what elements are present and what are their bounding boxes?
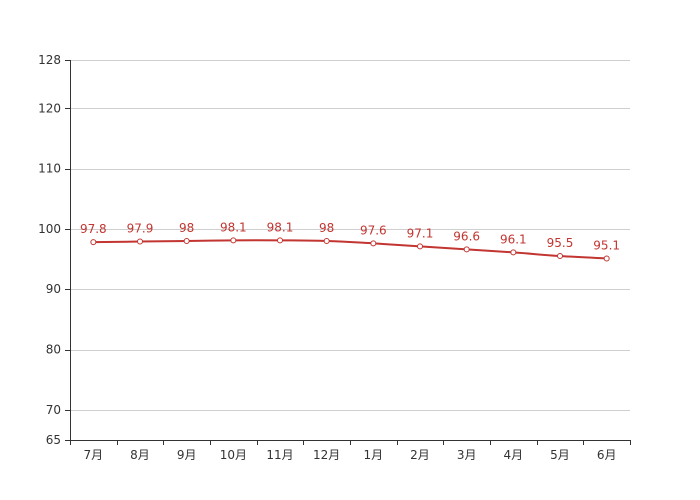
data-label: 98.1 bbox=[267, 220, 294, 234]
gridlines bbox=[70, 60, 630, 411]
data-point[interactable] bbox=[557, 253, 563, 260]
x-tick-label: 9月 bbox=[177, 448, 197, 462]
y-tick-label: 65 bbox=[46, 433, 61, 447]
series-line bbox=[92, 239, 608, 260]
y-tick-label: 110 bbox=[38, 162, 61, 176]
y-tick-label: 100 bbox=[38, 222, 61, 236]
x-tick-label: 8月 bbox=[130, 448, 150, 462]
data-point[interactable] bbox=[603, 255, 610, 262]
data-point[interactable] bbox=[463, 246, 470, 253]
y-axis-ticks: 65 70 80 90 100 110 120 128 bbox=[38, 53, 70, 447]
data-point[interactable] bbox=[277, 237, 283, 244]
x-tick-label: 10月 bbox=[220, 448, 247, 462]
data-label: 97.1 bbox=[407, 226, 434, 240]
x-tick-label: 2月 bbox=[410, 448, 430, 462]
data-point[interactable] bbox=[370, 240, 377, 247]
x-tick-label: 12月 bbox=[313, 448, 340, 462]
x-tick-label: 1月 bbox=[364, 448, 384, 462]
data-label: 95.1 bbox=[593, 238, 620, 252]
data-label: 96.6 bbox=[453, 229, 480, 243]
data-point[interactable] bbox=[510, 249, 517, 256]
data-label: 97.6 bbox=[360, 223, 387, 237]
data-point[interactable] bbox=[230, 237, 237, 244]
y-tick-label: 90 bbox=[46, 282, 61, 296]
x-tick-label: 6月 bbox=[597, 448, 617, 462]
y-tick-label: 128 bbox=[38, 53, 61, 67]
data-point[interactable] bbox=[323, 237, 330, 244]
x-tick-label: 3月 bbox=[457, 448, 477, 462]
data-label: 97.8 bbox=[80, 222, 107, 236]
series-group: 97.8 97.9 98 98.1 98.1 98 97.6 97.1 96.6 96.1 95.5… bbox=[80, 220, 620, 262]
data-label: 96.1 bbox=[500, 232, 527, 246]
data-point[interactable] bbox=[137, 238, 143, 245]
data-label: 98.1 bbox=[220, 220, 247, 234]
x-tick-label: 4月 bbox=[504, 448, 524, 462]
y-tick-label: 120 bbox=[38, 101, 61, 115]
x-tick-label: 11月 bbox=[266, 448, 293, 462]
data-point[interactable] bbox=[417, 243, 423, 250]
x-axis-ticks: 7月 8月 9月 10月 11月 12月 1月 2月 3月 4月 5月 6月 bbox=[70, 440, 631, 462]
data-point[interactable] bbox=[183, 237, 190, 244]
data-label: 95.5 bbox=[547, 236, 574, 250]
y-tick-label: 70 bbox=[46, 403, 61, 417]
data-label: 98 bbox=[319, 221, 334, 235]
x-tick-label: 7月 bbox=[84, 448, 104, 462]
y-tick-label: 80 bbox=[46, 343, 61, 357]
data-point[interactable] bbox=[90, 239, 97, 246]
data-label: 98 bbox=[179, 221, 194, 235]
x-tick-label: 5月 bbox=[550, 448, 570, 462]
data-label: 97.9 bbox=[127, 222, 154, 236]
axes bbox=[70, 60, 630, 441]
